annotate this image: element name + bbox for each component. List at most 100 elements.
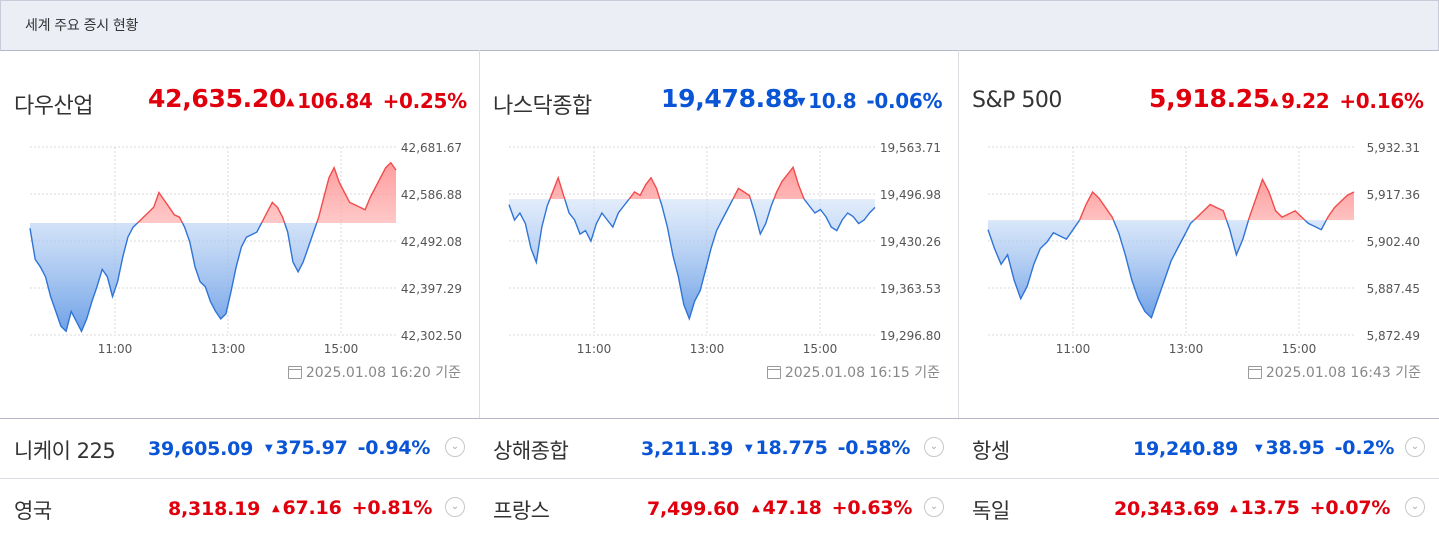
x-tick-label: 11:00 (577, 342, 612, 356)
x-tick-label: 13:00 (1169, 342, 1204, 356)
chevron-down-icon[interactable]: ⌄ (1405, 497, 1425, 517)
chevron-down-icon[interactable]: ⌄ (445, 437, 465, 457)
up-arrow-icon: ▲ (1230, 503, 1238, 514)
area-above-baseline (549, 167, 805, 200)
y-tick-label: 5,872.49 (1367, 329, 1420, 343)
series-line-down (508, 199, 876, 321)
row-price: 19,240.89 (1133, 438, 1239, 460)
x-tick-label: 13:00 (211, 342, 246, 356)
x-tick-label: 15:00 (1282, 342, 1317, 356)
index-name: 다우산업 (14, 94, 93, 119)
row-name: 니케이 225 (14, 439, 116, 463)
row-price: 20,343.69 (1114, 498, 1220, 520)
chart-svg: 42,681.67 42,586.88 42,492.08 42,397.29 42,3… (29, 141, 462, 356)
series-line-up (136, 161, 397, 224)
index-change: ▲ 9.22 +0.16% (1270, 89, 1424, 113)
series-line-up (1078, 177, 1355, 221)
down-arrow-icon: ▼ (265, 443, 273, 454)
index-name: S&P 500 (972, 88, 1062, 113)
y-tick-label: 42,586.88 (401, 188, 462, 202)
index-name: 나스닥종합 (493, 94, 592, 119)
chevron-down-icon[interactable]: ⌄ (1405, 437, 1425, 457)
row-change: ▲ 47.18 +0.63% (752, 497, 913, 519)
base-time: 2025.01.08 16:20 기준 (287, 362, 461, 382)
row-price: 7,499.60 (647, 498, 740, 520)
row-name: 프랑스 (493, 499, 550, 523)
area-above-baseline (30, 162, 396, 224)
row-price: 39,605.09 (148, 438, 254, 460)
x-tick-label: 15:00 (324, 342, 359, 356)
y-tick-label: 19,363.53 (880, 282, 941, 296)
up-arrow-icon: ▲ (286, 95, 295, 108)
chart-svg: 19,563.71 19,496.98 19,430.26 19,363.53 19,2… (508, 141, 941, 356)
y-tick-label: 42,302.50 (401, 329, 462, 343)
index-change-pct: +0.16% (1339, 89, 1424, 113)
index-panel-nasdaq[interactable]: 나스닥종합 19,478.88 ▼ 10.8 -0.06% 19,563.71 19,… (479, 50, 959, 418)
row-price: 3,211.39 (641, 438, 734, 460)
series-line-down (987, 220, 1328, 319)
index-list: 니케이 225 39,605.09 ▼ 375.97 -0.94% ⌄ 상해종합 3… (0, 418, 1439, 536)
index-price: 5,918.25 (1149, 84, 1270, 113)
chevron-down-icon[interactable]: ⌄ (924, 437, 944, 457)
index-row-uk[interactable]: 영국 8,318.19 ▲ 67.16 +0.81% ⌄ (0, 479, 480, 536)
row-change: ▼ 38.95 -0.2% (1255, 437, 1395, 459)
x-tick-label: 13:00 (690, 342, 725, 356)
index-row-germany[interactable]: 독일 20,343.69 ▲ 13.75 +0.07% ⌄ (958, 479, 1439, 536)
y-tick-label: 42,681.67 (401, 141, 462, 155)
row-name: 항셍 (972, 439, 1010, 463)
y-tick-label: 5,887.45 (1367, 282, 1420, 296)
row-name: 독일 (972, 499, 1010, 523)
up-arrow-icon: ▲ (272, 503, 280, 514)
y-tick-label: 5,917.36 (1367, 188, 1420, 202)
chart-svg: 5,932.31 5,917.36 5,902.40 5,887.45 5,872.49… (987, 141, 1420, 356)
y-tick-label: 19,430.26 (880, 235, 941, 249)
row-name: 영국 (14, 499, 52, 523)
y-tick-label: 42,492.08 (401, 235, 462, 249)
area-below-baseline (988, 220, 1327, 318)
section-header: 세계 주요 증시 현황 (0, 0, 1439, 51)
index-panel-dow[interactable]: 다우산업 42,635.20 ▲ 106.84 +0.25% 42,681.67 42… (0, 50, 480, 418)
section-title: 세계 주요 증시 현황 (25, 18, 139, 34)
y-tick-label: 5,902.40 (1367, 235, 1420, 249)
up-arrow-icon: ▲ (1270, 95, 1279, 108)
down-arrow-icon: ▼ (745, 443, 753, 454)
row-divider (0, 478, 1439, 479)
y-tick-label: 42,397.29 (401, 282, 462, 296)
base-time: 2025.01.08 16:15 기준 (766, 362, 940, 382)
index-change-pct: +0.25% (382, 89, 468, 113)
index-row-hangseng[interactable]: 항셍 19,240.89 ▼ 38.95 -0.2% ⌄ (958, 419, 1439, 476)
calendar-icon (1247, 366, 1262, 379)
index-row-nikkei[interactable]: 니케이 225 39,605.09 ▼ 375.97 -0.94% ⌄ (0, 419, 480, 476)
area-below-baseline (509, 199, 875, 319)
row-change: ▲ 13.75 +0.07% (1230, 497, 1391, 519)
row-price: 8,318.19 (168, 498, 261, 520)
index-price: 42,635.20 (148, 84, 287, 113)
index-row-france[interactable]: 프랑스 7,499.60 ▲ 47.18 +0.63% ⌄ (479, 479, 959, 536)
y-tick-label: 19,296.80 (880, 329, 941, 343)
calendar-icon (287, 366, 302, 379)
row-name: 상해종합 (493, 439, 569, 463)
area-below-baseline (30, 223, 317, 332)
index-change-pct: -0.06% (866, 89, 943, 113)
x-tick-label: 11:00 (98, 342, 133, 356)
chevron-down-icon[interactable]: ⌄ (924, 497, 944, 517)
index-change: ▼ 10.8 -0.06% (797, 89, 943, 113)
row-change: ▲ 67.16 +0.81% (272, 497, 433, 519)
x-tick-label: 15:00 (803, 342, 838, 356)
up-arrow-icon: ▲ (752, 503, 760, 514)
series-line-down (29, 223, 318, 333)
index-row-shanghai[interactable]: 상해종합 3,211.39 ▼ 18.775 -0.58% ⌄ (479, 419, 959, 476)
base-time: 2025.01.08 16:43 기준 (1247, 362, 1421, 382)
y-tick-label: 19,496.98 (880, 188, 941, 202)
index-panel-sp500[interactable]: S&P 500 5,918.25 ▲ 9.22 +0.16% 5,932.31 5,9… (958, 50, 1439, 418)
down-arrow-icon: ▼ (1255, 443, 1263, 454)
index-price: 19,478.88 (661, 84, 800, 113)
index-change: ▲ 106.84 +0.25% (286, 89, 467, 113)
x-tick-label: 11:00 (1056, 342, 1091, 356)
y-tick-label: 5,932.31 (1367, 141, 1420, 155)
y-tick-label: 19,563.71 (880, 141, 941, 155)
down-arrow-icon: ▼ (797, 95, 806, 108)
row-change: ▼ 375.97 -0.94% (265, 437, 431, 459)
chevron-down-icon[interactable]: ⌄ (445, 497, 465, 517)
row-change: ▼ 18.775 -0.58% (745, 437, 911, 459)
